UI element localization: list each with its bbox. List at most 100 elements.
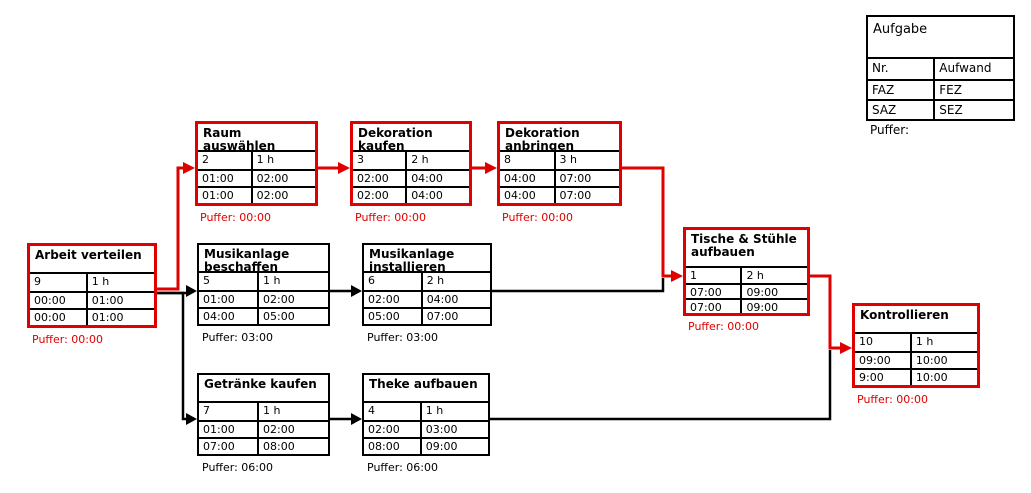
puffer-label: Puffer: 06:00 xyxy=(367,461,438,474)
task-fez: 03:00 xyxy=(419,420,488,437)
task-faz: 09:00 xyxy=(855,351,910,368)
edge-arbeit-getraenke xyxy=(157,291,188,421)
task-sez: 07:00 xyxy=(553,186,619,203)
puffer-label: Puffer: 00:00 xyxy=(502,211,573,224)
task-faz: 01:00 xyxy=(198,169,251,186)
legend-sez-label: SEZ xyxy=(933,99,1013,119)
legend-box: Aufgabe Nr. Aufwand FAZ FEZ SAZ SEZ xyxy=(866,15,1015,121)
task-nr: 4 xyxy=(368,404,375,417)
task-sez: 07:00 xyxy=(420,307,490,324)
legend-faz-label: FAZ xyxy=(868,79,934,99)
task-title: Tische & Stühle aufbauen xyxy=(686,230,807,268)
puffer-label: Puffer: 06:00 xyxy=(202,461,273,474)
task-title: Getränke kaufen xyxy=(199,375,328,403)
task-fez: 02:00 xyxy=(250,169,315,186)
task-faz: 02:00 xyxy=(353,169,406,186)
task-saz: 9:00 xyxy=(855,368,910,385)
task-sez: 09:00 xyxy=(740,298,807,313)
task-sez: 10:00 xyxy=(909,368,977,385)
arrowhead-theke xyxy=(351,413,362,425)
task-node-arbeit-verteilen[interactable]: Arbeit verteilen 9 1 h 00:00 01:00 00:00… xyxy=(27,243,157,328)
task-faz: 07:00 xyxy=(686,283,741,298)
task-faz: 01:00 xyxy=(199,420,258,437)
task-saz: 08:00 xyxy=(364,437,420,454)
task-nr: 6 xyxy=(368,274,375,287)
task-faz: 02:00 xyxy=(364,290,421,307)
edge-theke-kontrollieren xyxy=(490,350,832,421)
task-aufwand: 1 h xyxy=(419,403,488,420)
task-sez: 04:00 xyxy=(405,186,469,203)
task-aufwand: 1 h xyxy=(250,152,315,169)
task-saz: 05:00 xyxy=(364,307,421,324)
task-aufwand: 1 h xyxy=(257,403,328,420)
task-aufwand: 2 h xyxy=(740,268,807,283)
legend-saz-label: SAZ xyxy=(868,99,934,119)
task-nr: 7 xyxy=(203,404,210,417)
legend-puffer-label: Puffer: xyxy=(870,123,910,137)
edge-arbeit-raum xyxy=(157,166,185,291)
task-node-musikanlage-installieren[interactable]: Musikanlage installieren 6 2 h 02:00 04:… xyxy=(362,243,492,326)
task-aufwand: 1 h xyxy=(909,334,977,351)
task-nr: 5 xyxy=(203,274,210,287)
task-node-raum-auswaehlen[interactable]: Raum auswählen 2 1 h 01:00 02:00 01:00 0… xyxy=(195,121,318,206)
task-faz: 00:00 xyxy=(30,291,86,308)
arrowhead-dekkaufen xyxy=(338,162,350,174)
task-title: Musikanlage beschaffen xyxy=(199,245,328,273)
task-title: Arbeit verteilen xyxy=(30,246,154,274)
task-fez: 09:00 xyxy=(740,283,807,298)
arrowhead-raum xyxy=(183,162,195,174)
task-node-kontrollieren[interactable]: Kontrollieren 10 1 h 09:00 10:00 9:00 10… xyxy=(852,303,980,388)
puffer-label: Puffer: 03:00 xyxy=(202,331,273,344)
task-sez: 08:00 xyxy=(257,437,328,454)
puffer-label: Puffer: 03:00 xyxy=(367,331,438,344)
puffer-label: Puffer: 00:00 xyxy=(355,211,426,224)
task-saz: 07:00 xyxy=(199,437,258,454)
task-saz: 01:00 xyxy=(198,186,251,203)
task-aufwand: 1 h xyxy=(257,273,328,290)
arrowhead-kontrollieren xyxy=(840,342,852,354)
task-sez: 09:00 xyxy=(419,437,488,454)
task-saz: 04:00 xyxy=(199,307,258,324)
edge-dekanbringen-tische xyxy=(622,166,674,278)
puffer-label: Puffer: 00:00 xyxy=(857,393,928,406)
task-title: Musikanlage installieren xyxy=(364,245,490,273)
task-sez: 02:00 xyxy=(250,186,315,203)
legend-fez-label: FEZ xyxy=(933,79,1013,99)
task-node-tische-stuehle-aufbauen[interactable]: Tische & Stühle aufbauen 1 2 h 07:00 09:… xyxy=(683,227,810,316)
arrowhead-musikinstall xyxy=(351,285,362,297)
task-fez: 10:00 xyxy=(909,351,977,368)
task-fez: 02:00 xyxy=(257,420,328,437)
legend-aufwand-label: Aufwand xyxy=(933,59,1013,79)
legend-nr-label: Nr. xyxy=(872,61,889,75)
task-aufwand: 2 h xyxy=(420,273,490,290)
task-aufwand: 1 h xyxy=(85,274,154,291)
puffer-label: Puffer: 00:00 xyxy=(200,211,271,224)
arrowhead-dekanbringen xyxy=(485,162,497,174)
task-fez: 02:00 xyxy=(257,290,328,307)
legend-title: Aufgabe xyxy=(868,17,1013,59)
arrowhead-getraenke xyxy=(186,413,197,425)
task-title: Raum auswählen xyxy=(198,124,315,152)
task-node-musikanlage-beschaffen[interactable]: Musikanlage beschaffen 5 1 h 01:00 02:00… xyxy=(197,243,330,326)
task-aufwand: 3 h xyxy=(553,152,619,169)
task-sez: 05:00 xyxy=(257,307,328,324)
task-aufwand: 2 h xyxy=(405,152,469,169)
edge-tische-kontrollieren xyxy=(810,274,843,350)
task-faz: 04:00 xyxy=(500,169,554,186)
task-title: Dekoration anbringen xyxy=(500,124,619,152)
task-saz: 07:00 xyxy=(686,298,741,313)
task-node-getraenke-kaufen[interactable]: Getränke kaufen 7 1 h 01:00 02:00 07:00 … xyxy=(197,373,330,456)
task-node-dekoration-anbringen[interactable]: Dekoration anbringen 8 3 h 04:00 07:00 0… xyxy=(497,121,622,206)
task-sez: 01:00 xyxy=(85,308,154,325)
task-nr: 9 xyxy=(34,275,41,288)
arrowhead-tische xyxy=(671,270,683,282)
edge-musikinstall-tische xyxy=(492,278,665,293)
task-node-theke-aufbauen[interactable]: Theke aufbauen 4 1 h 02:00 03:00 08:00 0… xyxy=(362,373,490,456)
task-nr: 3 xyxy=(357,153,364,166)
task-node-dekoration-kaufen[interactable]: Dekoration kaufen 3 2 h 02:00 04:00 02:0… xyxy=(350,121,472,206)
task-fez: 01:00 xyxy=(85,291,154,308)
task-faz: 02:00 xyxy=(364,420,420,437)
task-fez: 07:00 xyxy=(553,169,619,186)
puffer-label: Puffer: 00:00 xyxy=(32,333,103,346)
